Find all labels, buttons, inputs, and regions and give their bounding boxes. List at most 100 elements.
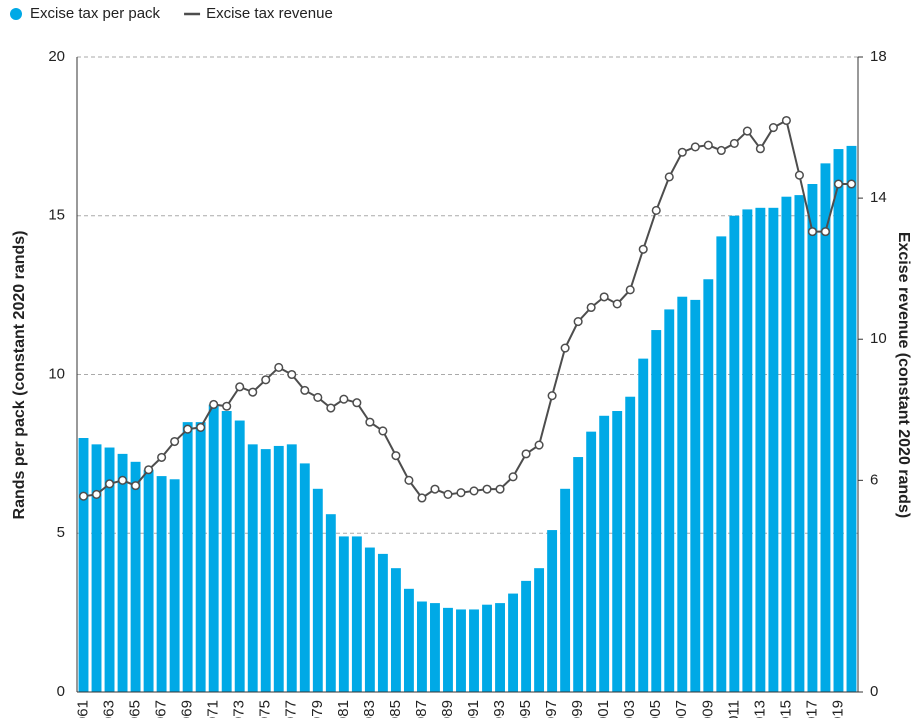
line-marker [183,424,193,434]
x-tick-label: 1979 [309,700,326,718]
x-tick-label: 1965 [127,700,144,718]
bar [416,601,427,692]
bar [286,444,297,692]
bar [612,411,623,692]
line-marker [482,484,492,494]
line-marker [196,422,206,432]
x-tick-label: 1977 [283,700,300,718]
x-tick-label: 2011 [725,700,742,718]
line-marker [664,172,674,182]
line-marker [781,115,791,126]
line-marker [846,179,857,189]
x-tick-label: 1981 [335,700,352,718]
line-marker [300,385,310,395]
line-marker [456,488,466,498]
bar [586,431,597,692]
line-marker [91,489,102,499]
bar [755,207,766,692]
y-tick-label: 5 [57,524,65,541]
bar [794,195,805,693]
line-marker [313,392,323,402]
bar [677,296,688,692]
line-marker [287,369,297,380]
bar [195,422,206,692]
bar [299,463,310,692]
line-marker [391,451,401,461]
y-tick-label: 15 [48,207,65,224]
x-tick-label: 2015 [777,700,794,718]
bar [247,444,258,692]
line-marker [235,382,245,392]
bar [234,420,245,692]
bar [833,149,844,692]
bar [390,568,401,692]
line-marker [469,486,479,496]
bar [273,445,284,692]
bar [573,457,584,692]
bar [456,609,466,692]
line-marker [417,493,427,503]
y-tick-label: 20 [48,48,65,65]
line-marker [651,205,661,216]
bar [521,580,532,692]
bar [143,469,154,692]
y-axis-title: Rands per pack (constant 2020 rands) [11,231,28,520]
x-tick-label: 1969 [179,700,196,718]
bar [625,396,636,692]
legend-label: Excise tax per pack [30,5,161,22]
bar [325,514,336,692]
bar [703,279,714,692]
x-tick-label: 1983 [361,700,378,718]
line-marker [495,484,505,494]
bar [768,207,779,692]
x-tick-label: 1991 [465,700,482,718]
bar [690,299,701,692]
bar [443,607,453,692]
x-tick-label: 1973 [231,700,248,718]
line-marker [118,475,128,485]
line-marker [638,244,648,254]
line-marker [755,144,765,154]
line-marker [677,147,687,157]
line-marker [833,179,844,189]
line-marker [820,227,831,237]
line-marker [625,285,635,295]
line-marker [716,145,726,156]
bar [377,553,388,692]
line-marker [404,475,414,485]
y2-tick-label: 18 [870,48,887,65]
line-marker [729,138,739,148]
bar [664,309,675,692]
x-tick-label: 1971 [205,700,222,718]
line-marker [443,489,453,499]
x-tick-label: 1961 [74,700,91,718]
line-marker [768,123,778,133]
bar [156,476,167,692]
bar [469,609,479,692]
y2-tick-label: 6 [870,471,878,488]
bar [560,488,571,692]
x-tick-label: 1975 [257,700,274,718]
y2-tick-label: 0 [870,683,878,700]
line-marker [104,479,115,489]
bar [78,438,89,692]
line-marker [274,362,284,372]
x-tick-label: 1989 [439,700,456,718]
bar [846,145,857,692]
x-tick-label: 2013 [751,700,768,718]
x-tick-label: 2009 [699,700,716,718]
bar [495,603,505,692]
bar [312,488,323,692]
x-tick-label: 2001 [595,700,612,718]
line-marker [339,394,349,404]
x-tick-label: 1993 [491,700,508,718]
bar [104,447,115,692]
legend-label: Excise tax revenue [206,5,333,22]
line-marker [807,227,817,237]
bar [208,404,219,692]
y-tick-label: 0 [57,683,65,700]
x-tick-label: 1995 [517,700,534,718]
y2-tick-label: 14 [870,189,887,206]
x-tick-label: 2017 [803,700,820,718]
